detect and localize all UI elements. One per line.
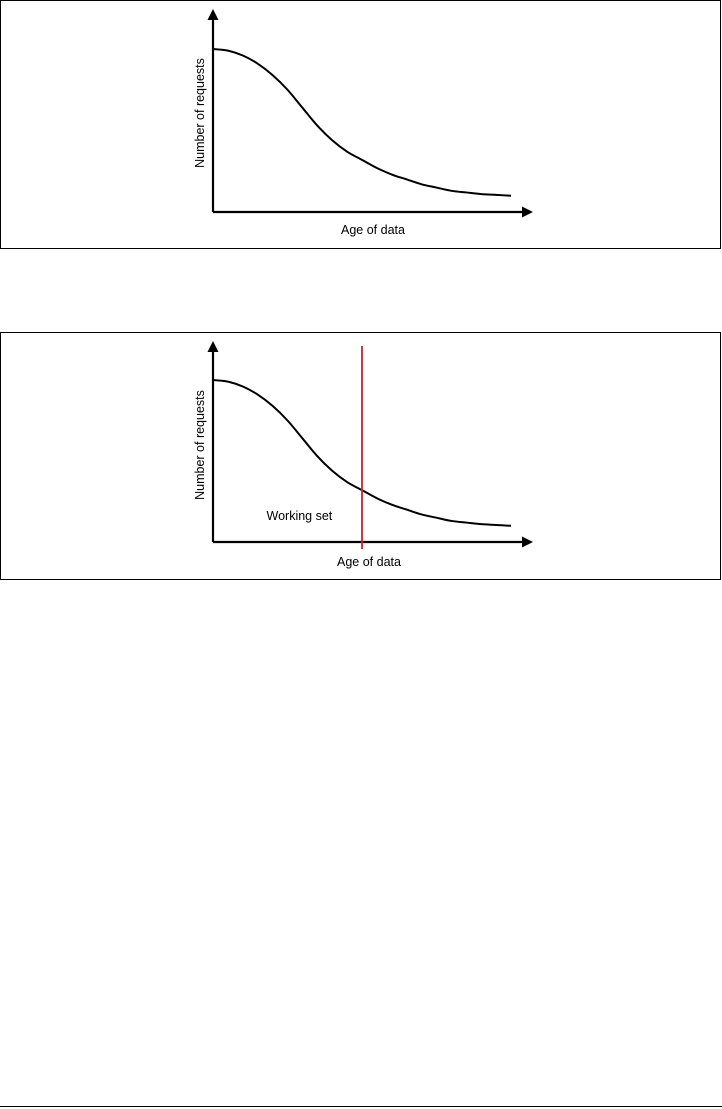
chart-1-svg: Age of data Number of requests (193, 9, 533, 237)
page-footer-rule (0, 1106, 722, 1107)
chart-2-y-axis-label: Number of requests (193, 390, 207, 500)
chart-2-working-set-label: Working set (267, 509, 333, 523)
chart-1-series-line (212, 48, 512, 197)
chart-1-y-axis-label: Number of requests (193, 58, 207, 168)
chart-1-x-axis-arrow (522, 206, 533, 218)
chart-1-x-axis-label: Age of data (341, 223, 405, 237)
chart-1-y-axis-arrow (207, 9, 219, 20)
figure-request-distribution: Age of data Number of requests (0, 0, 721, 249)
chart-2-x-axis-arrow (522, 536, 533, 548)
figure-working-set: Age of data Number of requests Working s… (0, 332, 721, 580)
chart-2-y-axis-arrow (207, 341, 219, 352)
chart-2-svg: Age of data Number of requests Working s… (193, 341, 533, 569)
chart-2-x-axis-label: Age of data (337, 555, 401, 569)
